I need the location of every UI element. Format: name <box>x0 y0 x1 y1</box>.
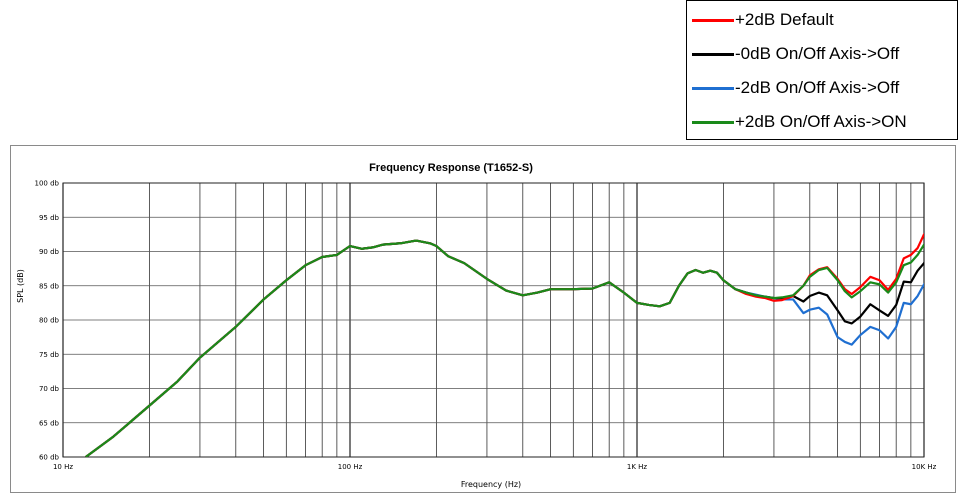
x-tick-label: 1K Hz <box>627 463 648 471</box>
series-line-2 <box>85 239 924 457</box>
legend-item-0db-off: -0dB On/Off Axis->Off <box>687 36 957 70</box>
legend-item-minus2db-off: -2dB On/Off Axis->Off <box>687 70 957 104</box>
legend-label-minus2db-off: -2dB On/Off Axis->Off <box>735 78 900 97</box>
x-tick-label: 100 Hz <box>338 463 363 471</box>
y-tick-label: 70 db <box>39 385 60 393</box>
y-tick-label: 90 db <box>39 248 60 256</box>
x-tick-label: 10 Hz <box>53 463 73 471</box>
y-tick-label: 100 db <box>35 180 60 188</box>
y-tick-label: 95 db <box>39 214 60 222</box>
legend-item-default: +2dB Default <box>687 2 957 36</box>
legend-label-0db-off: -0dB On/Off Axis->Off <box>735 44 900 63</box>
legend-swatch-default <box>692 19 734 22</box>
legend-swatch-minus2db-off <box>692 87 734 90</box>
tick-labels: 60 db 65 db 70 db 75 db 80 db 85 db 90 db 95 db… <box>35 180 937 472</box>
legend-label-default: +2dB Default <box>735 10 834 29</box>
grid <box>62 182 925 458</box>
y-axis-title: SPL (dB) <box>16 269 25 303</box>
series-line-3 <box>85 239 924 457</box>
legend-item-plus2db-on: +2dB On/Off Axis->ON <box>687 104 957 138</box>
y-tick-label: 65 db <box>39 419 60 427</box>
y-tick-label: 75 db <box>39 351 60 359</box>
plot-border <box>62 182 925 458</box>
legend-swatch-plus2db-on <box>692 121 734 124</box>
chart-frame: Frequency Response (T1652-S) 60 db 65 db 7… <box>10 145 956 493</box>
frequency-response-chart: Frequency Response (T1652-S) 60 db 65 db 7… <box>16 162 937 489</box>
legend-label-plus2db-on: +2dB On/Off Axis->ON <box>735 112 907 131</box>
legend-swatch-0db-off <box>692 53 734 56</box>
chart-title: Frequency Response (T1652-S) <box>369 162 533 174</box>
series-line-1 <box>85 239 924 457</box>
x-axis-title: Frequency (Hz) <box>461 480 521 489</box>
series-lines <box>85 232 924 457</box>
x-tick-label: 10K Hz <box>912 463 937 471</box>
y-tick-label: 80 db <box>39 317 60 325</box>
y-tick-label: 60 db <box>39 454 60 462</box>
chart-legend: +2dB Default -0dB On/Off Axis->Off -2dB … <box>686 0 958 140</box>
y-tick-label: 85 db <box>39 282 60 290</box>
